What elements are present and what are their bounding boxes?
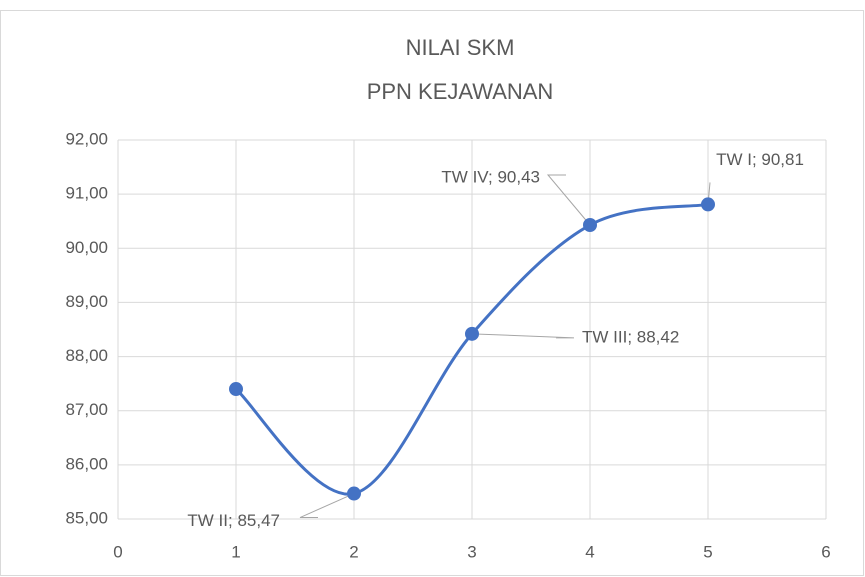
marker [583,218,597,233]
chart-title: NILAI SKM [406,35,515,60]
data-label: TW II; 85,47 [187,511,280,530]
x-tick-label: 6 [821,542,830,561]
y-tick-label: 91,00 [65,184,108,203]
chart-border [0,10,864,576]
x-tick-label: 0 [113,542,122,561]
y-tick-label: 92,00 [65,129,108,148]
y-tick-label: 90,00 [65,238,108,257]
x-tick-label: 3 [467,542,476,561]
y-tick-label: 88,00 [65,346,108,365]
data-label: TW I; 90,81 [716,150,804,169]
marker [347,486,361,501]
leader-line [299,493,355,519]
x-tick-label: 5 [703,542,712,561]
marker [701,197,715,212]
marker [465,326,479,341]
x-tick-label: 2 [349,542,358,561]
marker [229,382,243,397]
leader-line [471,333,575,339]
chart-subtitle: PPN KEJAWANAN [367,79,554,104]
x-tick-label: 1 [231,542,240,561]
line [234,202,709,496]
y-tick-label: 85,00 [65,508,108,527]
y-tick-label: 89,00 [65,292,108,311]
data-label: TW III; 88,42 [582,327,679,346]
y-tick-label: 87,00 [65,400,108,419]
x-tick-label: 4 [585,542,594,561]
y-tick-label: 86,00 [65,454,108,473]
leader-line [546,174,591,226]
data-label: TW IV; 90,43 [441,167,540,186]
